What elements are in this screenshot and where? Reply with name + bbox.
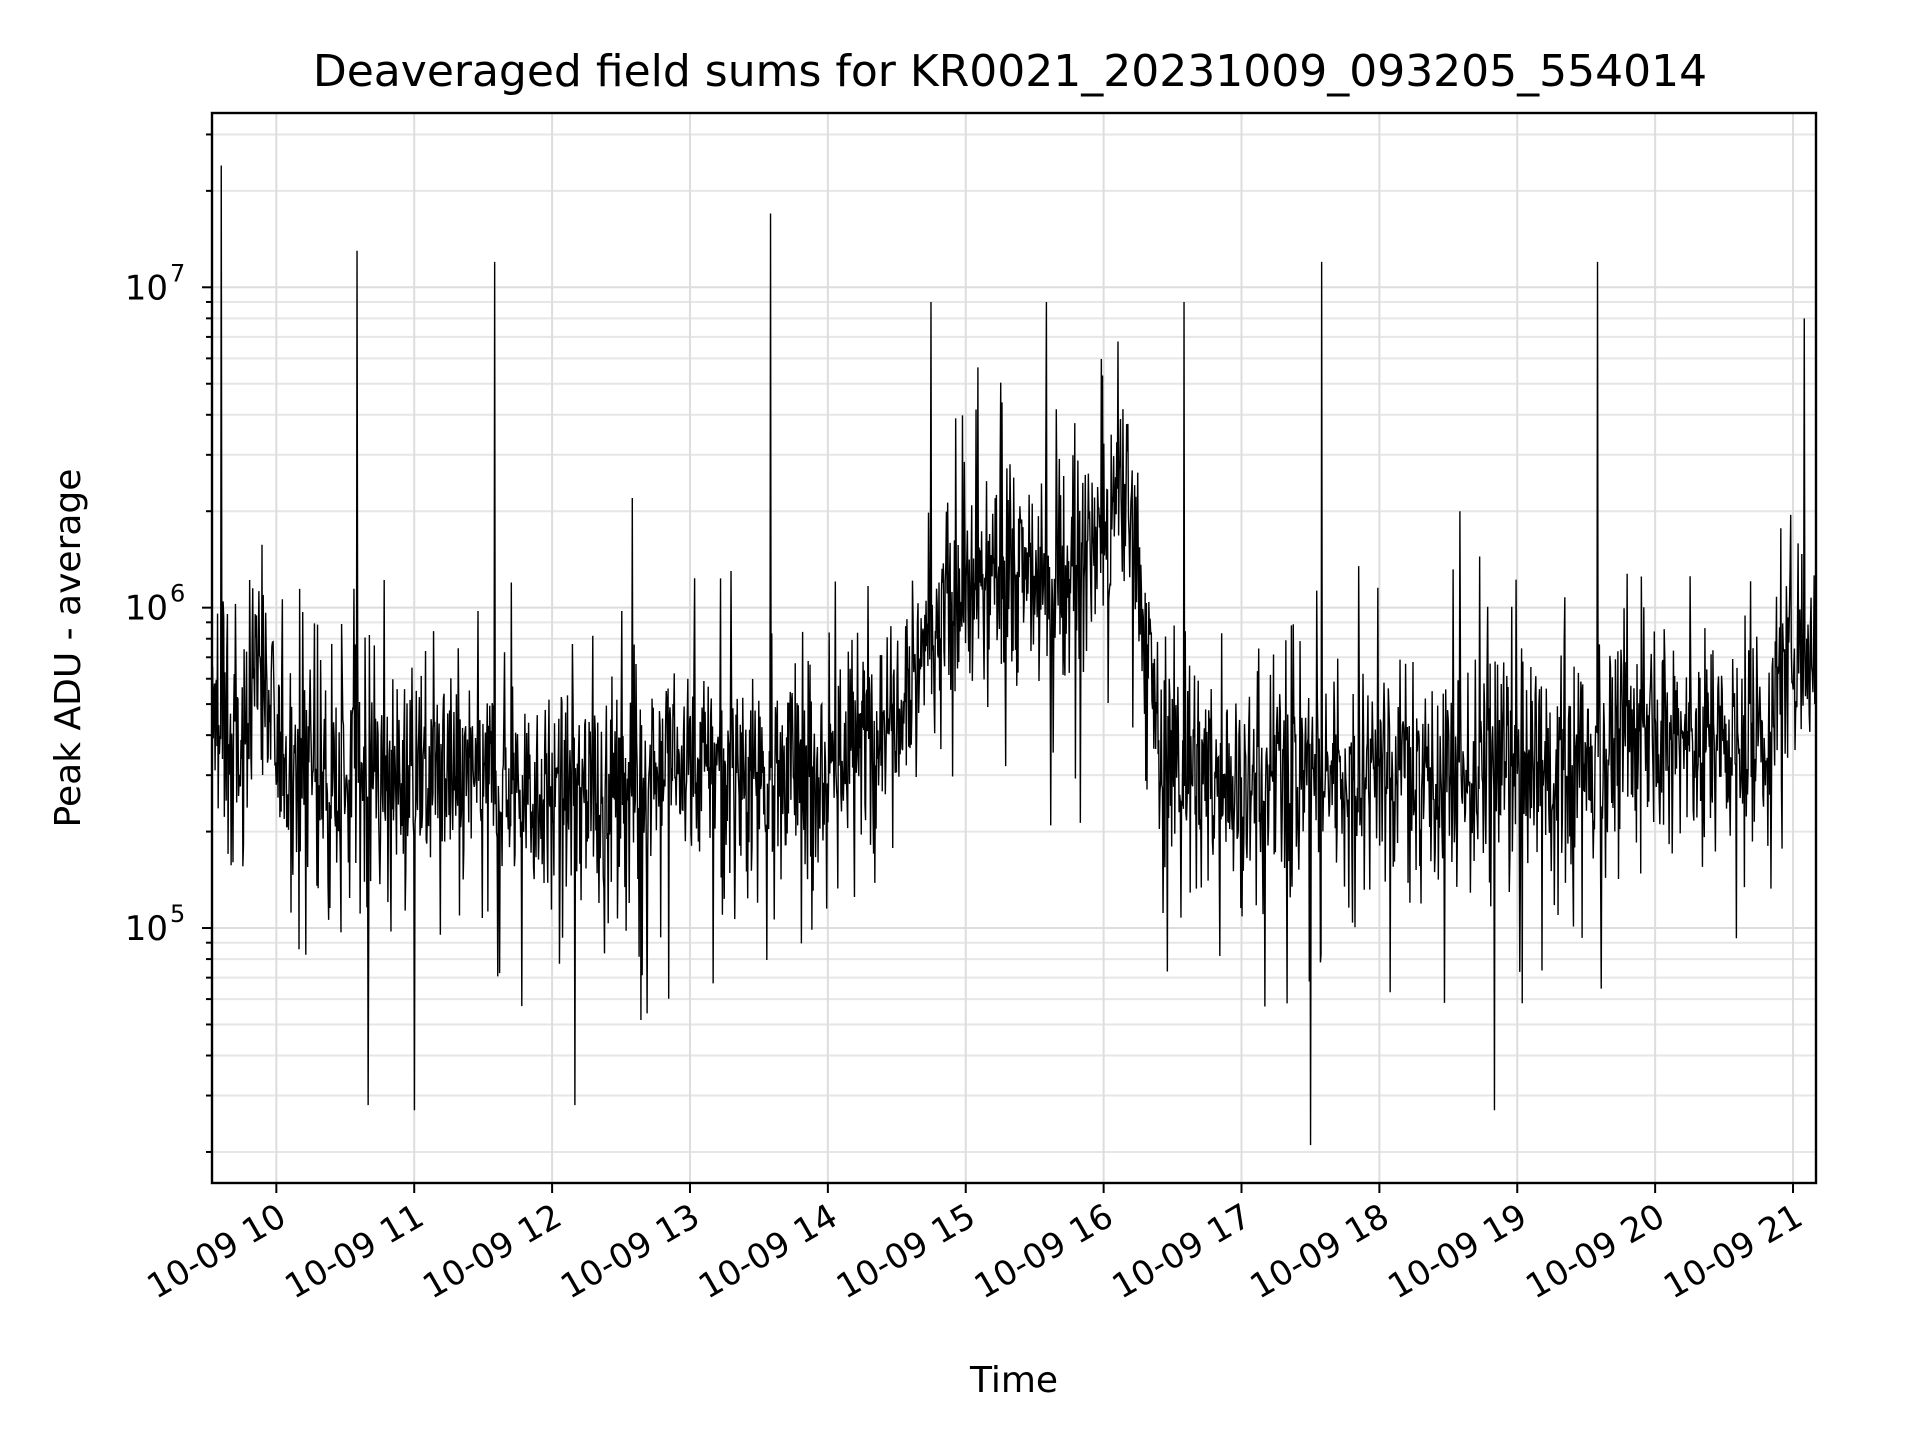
y-tick-label: 10	[125, 589, 168, 629]
y-tick-exponent: 6	[170, 580, 185, 608]
plot-area	[212, 113, 1816, 1183]
y-tick-label: 10	[125, 268, 168, 308]
x-axis-label: Time	[969, 1360, 1058, 1401]
chart-title: Deaveraged field sums for KR0021_2023100…	[313, 46, 1707, 97]
y-tick-exponent: 7	[170, 259, 185, 287]
series-line	[211, 165, 1817, 1146]
plot-frame	[210, 111, 1818, 1185]
y-axis-label: Peak ADU - average	[48, 469, 89, 828]
y-tick-label: 10	[125, 909, 168, 949]
series-group	[211, 165, 1817, 1146]
y-tick-exponent: 5	[170, 900, 185, 928]
major-gridlines	[212, 113, 1816, 1183]
